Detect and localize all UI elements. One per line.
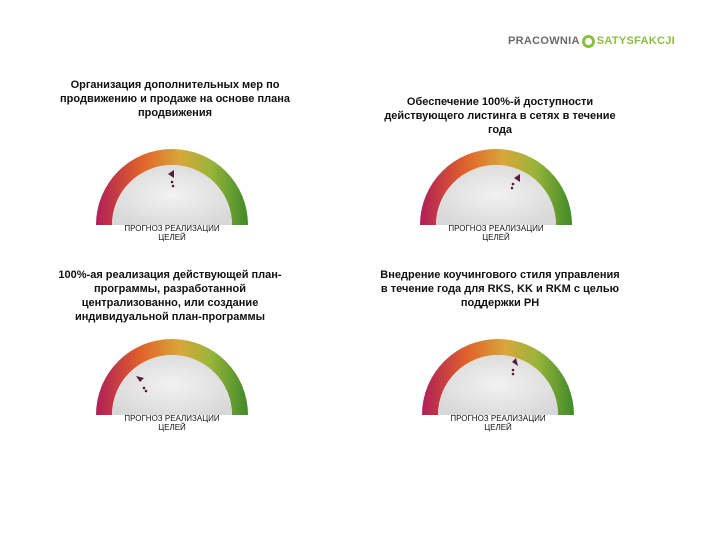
panel-2-title: Обеспечение 100%-й доступности действующ… xyxy=(384,96,616,136)
panel-1-title: Организация дополнительных мер по продви… xyxy=(60,79,290,119)
panel-1-gauge: ПРОГНОЗ РЕАЛИЗАЦИИ ЦЕЛЕЙ xyxy=(92,140,252,242)
panel-2-gauge: ПРОГНОЗ РЕАЛИЗАЦИИ ЦЕЛЕЙ xyxy=(416,140,576,242)
panel-4-gauge: ПРОГНОЗ РЕАЛИЗАЦИИ ЦЕЛЕЙ xyxy=(418,330,578,432)
gauge-label: ПРОГНОЗ РЕАЛИЗАЦИИ ЦЕЛЕЙ xyxy=(450,414,546,432)
logo-text-2: SATYSFAKCJI xyxy=(596,35,676,47)
logo-text-1: PRACOWNIA xyxy=(508,35,580,47)
panel-4-title: Внедрение коучингового стиля управления … xyxy=(380,269,620,309)
gauge-label: ПРОГНОЗ РЕАЛИЗАЦИИ ЦЕЛЕЙ xyxy=(448,224,544,242)
logo-mark-icon xyxy=(581,34,595,48)
gauge-arc xyxy=(96,149,248,225)
gauge-arc xyxy=(96,339,248,415)
panel-3-gauge: ПРОГНОЗ РЕАЛИЗАЦИИ ЦЕЛЕЙ xyxy=(92,330,252,432)
gauge-arc xyxy=(420,149,572,225)
gauge-label: ПРОГНОЗ РЕАЛИЗАЦИИ ЦЕЛЕЙ xyxy=(124,224,220,242)
gauge-label: ПРОГНОЗ РЕАЛИЗАЦИИ ЦЕЛЕЙ xyxy=(124,414,220,432)
panel-3-title: 100%-ая реализация действующей план- про… xyxy=(58,269,282,323)
gauge-arc xyxy=(422,339,574,415)
pracownia-satysfakcji-logo: PRACOWNIA SATYSFAKCJI xyxy=(508,30,688,52)
